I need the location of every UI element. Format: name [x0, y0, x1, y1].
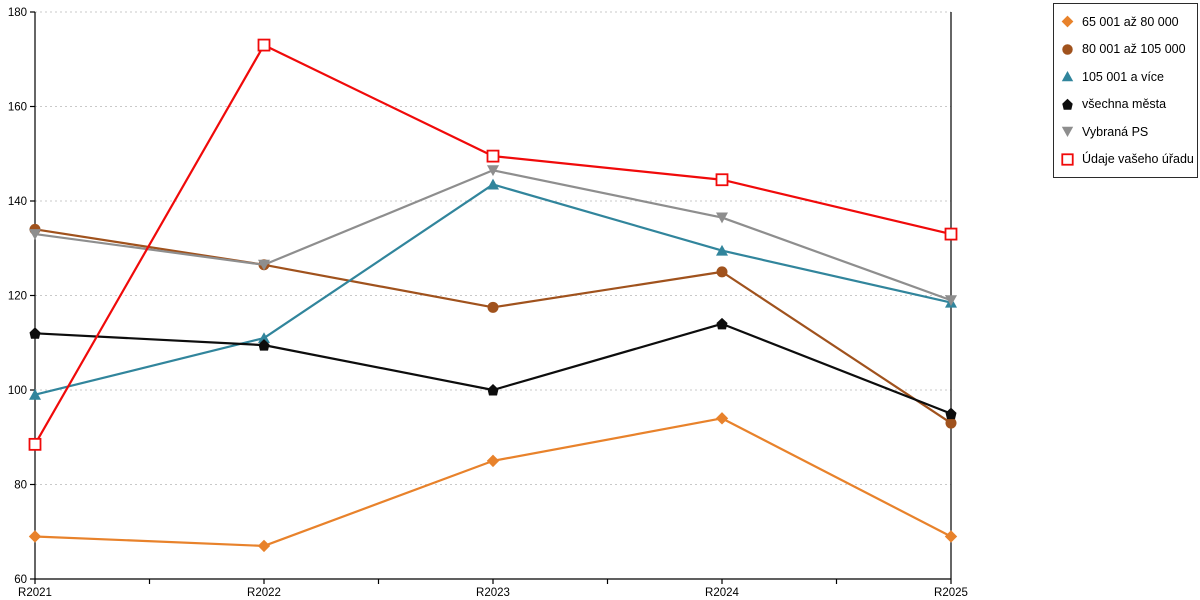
legend-item-3: všechna města [1060, 91, 1191, 117]
legend-item-4: Vybraná PS [1060, 119, 1191, 145]
open-square-marker [944, 227, 958, 241]
circle-icon [1062, 44, 1073, 55]
open-square-marker [1061, 153, 1074, 166]
x-tick-label-R2022: R2022 [247, 587, 281, 599]
circle-marker [945, 417, 957, 429]
legend-label: všechna města [1082, 97, 1167, 112]
legend-label: Vybraná PS [1082, 124, 1149, 139]
diamond-icon [1061, 15, 1074, 28]
pentagon-marker [29, 327, 41, 339]
triangle-down-marker [487, 165, 499, 177]
legend-label: 65 001 až 80 000 [1082, 14, 1179, 29]
legend-item-0: 65 001 až 80 000 [1060, 9, 1191, 35]
triangle-up-marker [716, 244, 728, 256]
triangle-down-marker [258, 259, 270, 271]
series-line-2 [33, 183, 953, 396]
y-tick-label-60: 60 [14, 574, 27, 586]
legend-item-5: Údaje vašeho úřadu [1060, 146, 1194, 172]
triangle-down-marker [945, 295, 957, 307]
legend-item-1: 80 001 až 105 000 [1060, 36, 1191, 62]
y-tick-label-160: 160 [8, 102, 27, 114]
legend-label: Údaje vašeho úřadu [1082, 152, 1194, 167]
triangle-up-icon [1061, 71, 1074, 82]
legend-item-2: 105 001 a více [1060, 64, 1191, 90]
x-tick-label-R2024: R2024 [705, 587, 739, 599]
legend: 65 001 až 80 000 80 001 až 105 000 105 001… [1053, 3, 1198, 178]
triangle-up-marker [1061, 71, 1074, 82]
x-tick-label-R2023: R2023 [476, 587, 510, 599]
y-tick-label-140: 140 [8, 196, 27, 208]
open-square-icon [1061, 153, 1074, 166]
open-square-marker [257, 38, 271, 52]
legend-label: 105 001 a více [1082, 69, 1165, 84]
pentagon-marker [487, 384, 499, 396]
triangle-down-marker [1061, 127, 1074, 138]
triangle-up-marker [487, 178, 499, 190]
open-square-marker [715, 173, 729, 187]
y-tick-label-100: 100 [8, 385, 27, 397]
diamond-marker [944, 530, 958, 543]
triangle-down-marker [29, 229, 41, 240]
diamond-marker [28, 530, 42, 543]
series-line-0 [33, 417, 953, 548]
diamond-marker [257, 539, 271, 553]
pentagon-marker [258, 339, 270, 351]
pentagon-marker [716, 317, 728, 330]
circle-marker [716, 266, 728, 278]
y-tick-label-120: 120 [8, 291, 27, 303]
diamond-marker [1061, 15, 1074, 28]
circle-marker [487, 301, 499, 313]
circle-marker [1062, 44, 1073, 55]
open-square-marker [28, 437, 42, 451]
series-line-3 [33, 322, 953, 415]
pentagon-marker [945, 407, 957, 420]
diamond-marker [486, 454, 500, 468]
triangle-down-marker [716, 212, 728, 224]
triangle-down-icon [1061, 127, 1074, 138]
x-tick-label-R2021: R2021 [18, 587, 52, 599]
diamond-marker [715, 412, 729, 425]
series-line-4 [33, 169, 953, 302]
triangle-up-marker [258, 332, 270, 344]
y-tick-label-80: 80 [14, 480, 27, 492]
pentagon-icon [1062, 98, 1073, 110]
triangle-up-marker [29, 388, 41, 400]
legend-label: 80 001 až 105 000 [1082, 42, 1186, 57]
open-square-marker [486, 149, 500, 163]
x-tick-label-R2025: R2025 [934, 587, 968, 599]
y-tick-label-180: 180 [8, 7, 27, 19]
pentagon-marker [1062, 98, 1073, 110]
